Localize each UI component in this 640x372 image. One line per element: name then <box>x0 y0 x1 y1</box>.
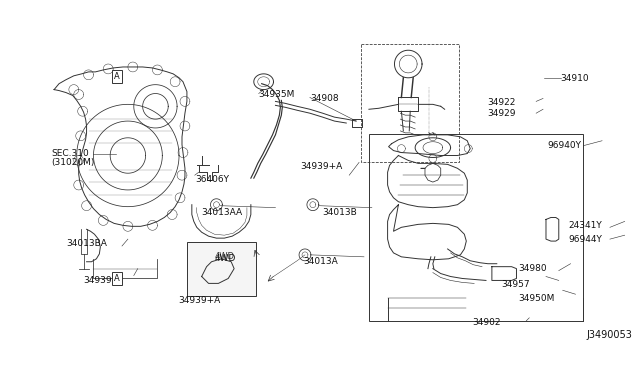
Text: 34980: 34980 <box>518 264 547 273</box>
Text: 34908: 34908 <box>310 93 339 103</box>
Text: (31020M): (31020M) <box>51 158 95 167</box>
Text: 34939+A: 34939+A <box>179 296 221 305</box>
Text: 34013A: 34013A <box>303 257 338 266</box>
Text: 96944Y: 96944Y <box>568 235 602 244</box>
Text: 96940Y: 96940Y <box>547 141 581 150</box>
Text: 4WD: 4WD <box>214 254 236 263</box>
Text: A: A <box>114 274 120 283</box>
Text: SEC.310: SEC.310 <box>51 149 89 158</box>
Bar <box>187 242 256 296</box>
Text: 34929: 34929 <box>487 109 515 118</box>
Text: 34013BA: 34013BA <box>66 239 107 248</box>
Bar <box>361 44 460 163</box>
Text: 34957: 34957 <box>502 280 531 289</box>
Text: 36406Y: 36406Y <box>195 175 228 184</box>
Text: 4WD: 4WD <box>214 252 234 261</box>
Text: J3490053: J3490053 <box>586 330 632 340</box>
Text: 34950M: 34950M <box>518 294 555 303</box>
Text: 34902: 34902 <box>472 318 500 327</box>
Text: 24341Y: 24341Y <box>568 221 602 230</box>
Text: 34922: 34922 <box>487 99 515 108</box>
Text: 34939+A: 34939+A <box>300 163 342 171</box>
Text: A: A <box>114 72 120 81</box>
Text: 34910: 34910 <box>561 74 589 83</box>
Text: 34935M: 34935M <box>259 90 295 99</box>
Text: 34013B: 34013B <box>323 208 357 217</box>
Text: 34939: 34939 <box>84 276 112 285</box>
Text: 34013AA: 34013AA <box>202 208 243 217</box>
Bar <box>369 134 584 321</box>
